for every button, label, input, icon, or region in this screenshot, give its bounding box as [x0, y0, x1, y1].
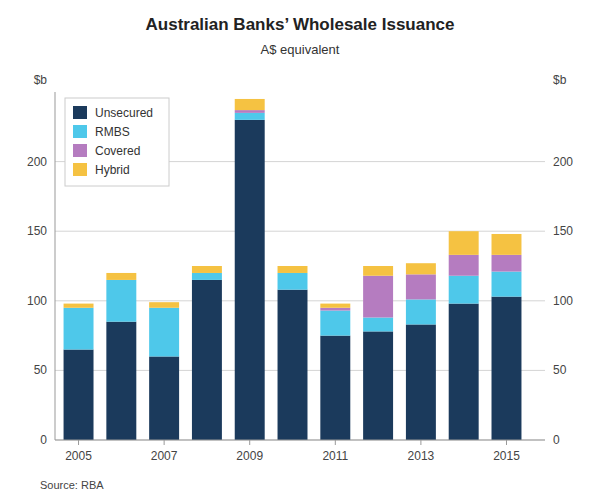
- bar-segment: [406, 274, 436, 299]
- source: Source: RBA: [40, 479, 104, 491]
- bars: [64, 99, 522, 440]
- bar-segment: [492, 272, 522, 297]
- subtitle: A$ equivalent: [261, 42, 340, 57]
- bar-segment: [363, 318, 393, 332]
- bar-segment: [192, 273, 222, 280]
- y-tick-label: 0: [40, 433, 47, 447]
- bar-segment: [320, 336, 350, 440]
- y-tick-label: 200: [27, 155, 47, 169]
- x-axis-line: [55, 440, 545, 441]
- bar-segment: [492, 255, 522, 272]
- bar-segment: [235, 120, 265, 440]
- legend-swatch: [73, 163, 87, 176]
- bar-segment: [449, 304, 479, 440]
- bar-segment: [106, 322, 136, 440]
- x-tick-label: 2007: [151, 449, 178, 463]
- x-tick-label: 2005: [65, 449, 92, 463]
- y-tick-label: 150: [27, 224, 47, 238]
- grid: [55, 162, 545, 440]
- legend-label: Hybrid: [95, 163, 130, 177]
- bar-segment: [235, 99, 265, 110]
- bar-segment: [492, 234, 522, 255]
- y2-axis-label: $b: [553, 73, 567, 87]
- bar-segment: [235, 113, 265, 120]
- legend-swatch: [73, 144, 87, 157]
- bar-segment: [449, 276, 479, 304]
- legend-label: RMBS: [95, 125, 130, 139]
- bar-segment: [106, 273, 136, 280]
- y2-tick-label: 50: [553, 363, 567, 377]
- y-axis-line: [55, 92, 56, 440]
- bar-segment: [406, 324, 436, 440]
- x-tick: [164, 440, 165, 445]
- y2-tick-label: 200: [553, 155, 573, 169]
- y2-tick-label: 0: [553, 433, 560, 447]
- x-tick: [249, 440, 250, 445]
- bar-segment: [64, 350, 94, 440]
- bar-segment: [64, 308, 94, 350]
- x-tick-label: 2013: [408, 449, 435, 463]
- x-tick-label: 2015: [493, 449, 520, 463]
- legend-label: Covered: [95, 144, 140, 158]
- legend-label: Unsecured: [95, 106, 153, 120]
- bar-segment: [149, 302, 179, 308]
- x-tick: [335, 440, 336, 445]
- x-tick-label: 2011: [322, 449, 348, 463]
- bar-segment: [449, 231, 479, 255]
- bar-segment: [278, 266, 308, 273]
- bar-segment: [149, 356, 179, 440]
- x-tick: [506, 440, 507, 445]
- bar-segment: [320, 311, 350, 336]
- bar-segment: [106, 280, 136, 322]
- bar-segment: [449, 255, 479, 276]
- x-tick-label: 2009: [236, 449, 263, 463]
- bar-segment: [363, 331, 393, 440]
- title: Australian Banks’ Wholesale Issuance: [146, 15, 455, 34]
- bar-segment: [278, 290, 308, 440]
- bar-segment: [235, 110, 265, 113]
- x-tick: [78, 440, 79, 445]
- bar-segment: [363, 276, 393, 318]
- bar-segment: [149, 308, 179, 357]
- legend-swatch: [73, 106, 87, 119]
- legend-swatch: [73, 125, 87, 138]
- bar-segment: [320, 308, 350, 311]
- grid-line: [55, 440, 545, 441]
- legend-box: [65, 98, 169, 186]
- legend: Unsecured RMBS Covered Hybrid: [65, 98, 169, 186]
- bar-segment: [363, 266, 393, 276]
- bar-segment: [192, 266, 222, 273]
- bar-segment: [278, 273, 308, 290]
- bar-segment: [64, 304, 94, 308]
- y-axis-label: $b: [34, 73, 48, 87]
- bar-segment: [320, 304, 350, 308]
- bar-segment: [492, 297, 522, 440]
- y-tick-label: 50: [34, 363, 48, 377]
- y-tick-label: 100: [27, 294, 47, 308]
- bar-segment: [406, 263, 436, 274]
- x-tick: [420, 440, 421, 445]
- bar-segment: [192, 280, 222, 440]
- y2-tick-label: 100: [553, 294, 573, 308]
- y2-tick-label: 150: [553, 224, 573, 238]
- bar-segment: [406, 299, 436, 324]
- chart: Australian Banks’ Wholesale Issuance A$ e…: [0, 0, 600, 503]
